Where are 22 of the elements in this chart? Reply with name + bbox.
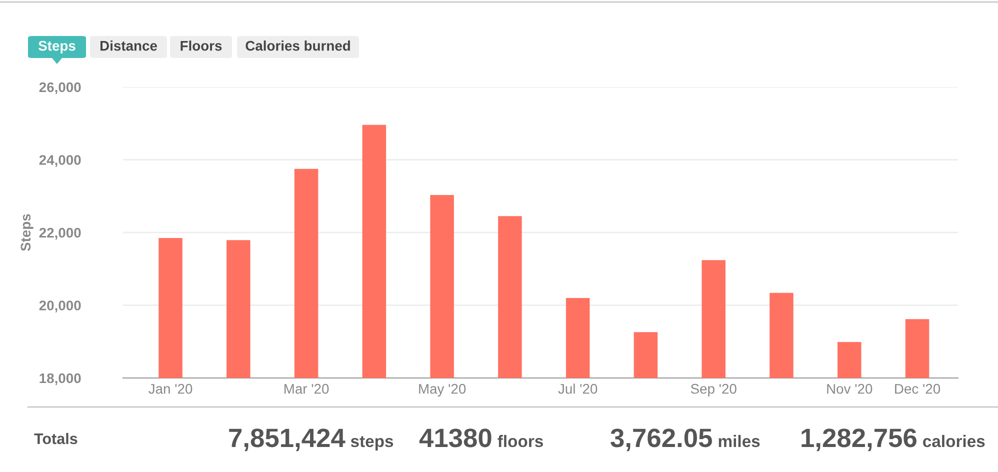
text: Floors — [180, 40, 222, 51]
text: 41380 floors — [419, 428, 543, 448]
x-tick-label: Jan '20 — [148, 384, 192, 394]
x-tick-label: Mar '20 — [284, 384, 329, 394]
x-tick-label: Dec '20 — [895, 384, 940, 394]
y-tick-label: 26,000 — [39, 82, 81, 94]
x-tick-label: Jul '20 — [558, 384, 598, 394]
text: 3,762.05 miles — [610, 428, 760, 452]
y-tick-label: 24,000 — [39, 155, 81, 167]
text: Calories burned — [246, 40, 350, 51]
y-tick-label: 18,000 — [40, 373, 81, 386]
x-tick-label: May '20 — [419, 384, 466, 397]
x-tick-label: Sep '20 — [690, 384, 736, 397]
text: 7,851,424 steps — [229, 428, 394, 452]
text: Totals — [34, 432, 78, 444]
text: 1,282,756 calories — [802, 428, 985, 452]
text: Steps — [38, 40, 76, 54]
text: Distance — [100, 40, 157, 51]
x-tick-label: Nov '20 — [827, 384, 872, 394]
y-tick-label: 22,000 — [39, 228, 81, 240]
y-axis-title: Steps — [20, 214, 34, 252]
y-tick-label: 20,000 — [39, 300, 81, 312]
